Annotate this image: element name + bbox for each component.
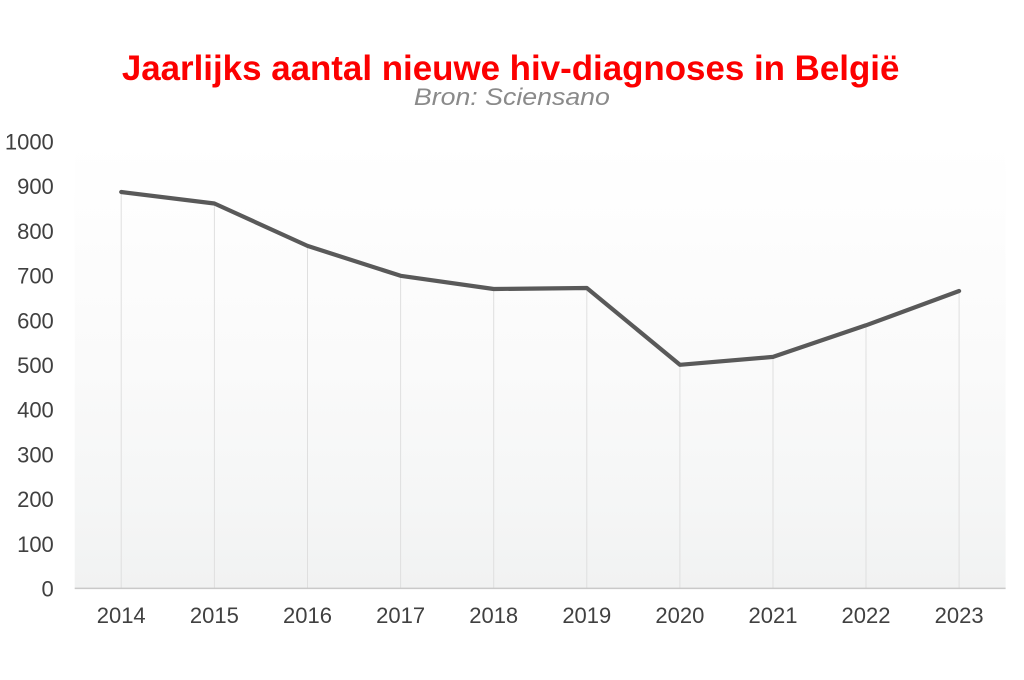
svg-text:2017: 2017 [376, 603, 425, 628]
svg-text:Bron: Sciensano: Bron: Sciensano [414, 84, 610, 111]
svg-text:Jaarlijks aantal nieuwe hiv-di: Jaarlijks aantal nieuwe hiv-diagnoses in… [122, 49, 900, 88]
svg-text:800: 800 [17, 219, 54, 244]
svg-text:2019: 2019 [562, 603, 611, 628]
svg-text:2015: 2015 [190, 603, 239, 628]
svg-text:2018: 2018 [469, 603, 518, 628]
svg-text:600: 600 [17, 308, 54, 333]
svg-text:0: 0 [42, 577, 54, 602]
svg-text:400: 400 [17, 398, 54, 423]
svg-text:1000: 1000 [5, 130, 54, 155]
svg-text:100: 100 [17, 532, 54, 557]
svg-text:2022: 2022 [842, 603, 891, 628]
svg-text:2020: 2020 [655, 603, 704, 628]
svg-text:2014: 2014 [97, 603, 146, 628]
svg-text:900: 900 [17, 174, 54, 199]
svg-text:700: 700 [17, 264, 54, 289]
svg-text:2021: 2021 [749, 603, 798, 628]
svg-text:2023: 2023 [935, 603, 984, 628]
svg-text:200: 200 [17, 487, 54, 512]
svg-text:500: 500 [17, 353, 54, 378]
svg-text:2016: 2016 [283, 603, 332, 628]
svg-text:300: 300 [17, 442, 54, 467]
